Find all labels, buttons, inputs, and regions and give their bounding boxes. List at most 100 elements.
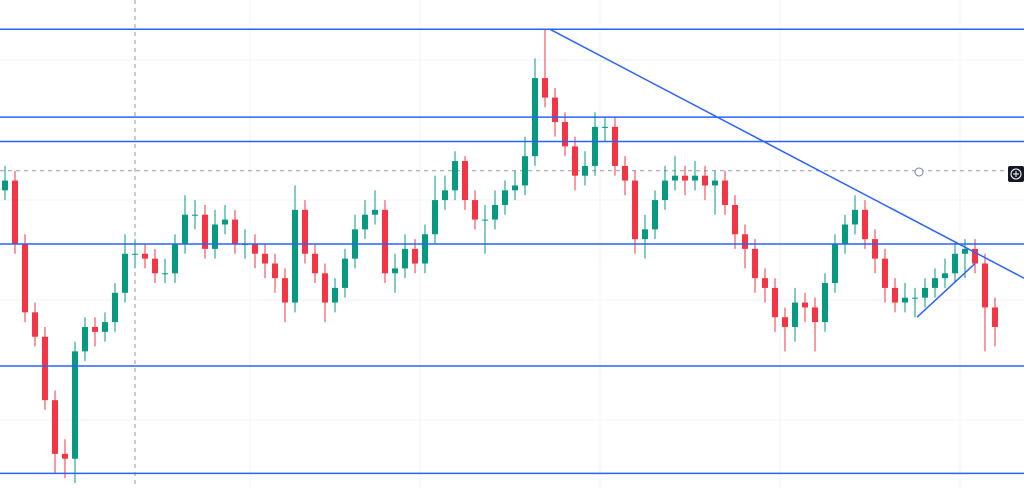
candle-body xyxy=(722,180,728,205)
candle-body xyxy=(42,336,48,401)
candle-body xyxy=(462,161,468,201)
candle-body xyxy=(202,214,208,249)
candle-body xyxy=(702,175,708,186)
candle-body xyxy=(452,161,458,191)
candle-body xyxy=(162,273,168,275)
candle-body xyxy=(632,180,638,240)
candle-body xyxy=(622,165,628,181)
candle-body xyxy=(432,200,438,235)
candle-body xyxy=(982,263,988,308)
candle-body xyxy=(262,253,268,264)
candle-body xyxy=(802,302,808,308)
candle-body xyxy=(662,180,668,201)
candle-body xyxy=(862,209,868,240)
candle-body xyxy=(832,244,838,284)
candle-body xyxy=(52,400,58,454)
candle-body xyxy=(572,146,578,176)
candle-body xyxy=(752,248,758,279)
candle-body xyxy=(442,190,448,201)
candle-body xyxy=(342,258,348,288)
candle-body xyxy=(112,292,118,323)
candle-body xyxy=(582,165,588,176)
candle-body xyxy=(422,234,428,264)
candle-body xyxy=(562,122,568,147)
candle-body xyxy=(872,239,878,259)
candle-body xyxy=(542,78,548,98)
candle-body xyxy=(472,200,478,220)
drag-handle[interactable] xyxy=(914,167,924,177)
candle-body xyxy=(822,283,828,323)
candle-body xyxy=(322,273,328,303)
candle-body xyxy=(612,126,618,166)
candle-body xyxy=(62,453,68,459)
candle-body xyxy=(92,326,98,332)
candle-body xyxy=(402,248,408,269)
candle-body xyxy=(952,253,958,274)
candle-body xyxy=(32,312,38,337)
candle-body xyxy=(502,190,508,205)
candle-body xyxy=(72,351,78,459)
candle-body xyxy=(932,278,938,288)
candle-body xyxy=(792,302,798,327)
candle-body xyxy=(282,278,288,303)
candle-body xyxy=(412,248,418,264)
candle-body xyxy=(142,253,148,259)
candle-body xyxy=(122,253,128,293)
candle-body xyxy=(742,234,748,249)
candle-body xyxy=(12,180,18,244)
candle-body xyxy=(102,322,108,332)
candle-body xyxy=(312,253,318,274)
candle-body xyxy=(222,219,228,225)
candle-body xyxy=(652,200,658,230)
candle-body xyxy=(922,287,928,298)
candle-body xyxy=(362,214,368,230)
candle-body xyxy=(912,297,918,299)
candle-body xyxy=(962,248,968,254)
candle-body xyxy=(392,268,398,274)
candle-body xyxy=(782,317,788,327)
candle-body xyxy=(82,326,88,352)
trend-line xyxy=(916,262,976,318)
candle-body xyxy=(902,297,908,303)
candle-body xyxy=(552,97,558,122)
candle-body xyxy=(842,224,848,244)
candle-body xyxy=(522,156,528,186)
candle-body xyxy=(212,224,218,249)
candle-body xyxy=(712,180,718,186)
candle-body xyxy=(592,126,598,166)
candle-body xyxy=(482,219,488,221)
candle-body xyxy=(892,287,898,303)
candle-body xyxy=(692,175,698,181)
candle-body xyxy=(942,273,948,279)
candle-body xyxy=(382,209,388,274)
candle-body xyxy=(762,278,768,288)
candle-body xyxy=(682,175,688,181)
add-button[interactable] xyxy=(1008,166,1024,182)
candle-body xyxy=(812,307,818,323)
candle-body xyxy=(132,253,138,255)
candle-body xyxy=(192,214,198,216)
candle-body xyxy=(732,204,738,235)
candle-body xyxy=(642,229,648,240)
candle-body xyxy=(372,209,378,215)
candle-body xyxy=(2,180,8,191)
candle-body xyxy=(272,263,278,279)
candle-body xyxy=(772,287,778,318)
candle-body xyxy=(602,126,608,128)
candle-body xyxy=(22,244,28,313)
candle-body xyxy=(992,307,998,327)
candle-body xyxy=(512,185,518,191)
candle-body xyxy=(292,209,298,303)
candle-body xyxy=(182,214,188,244)
candle-body xyxy=(972,248,978,264)
candle-body xyxy=(172,244,178,274)
trend-line xyxy=(549,28,1024,279)
candle-body xyxy=(302,209,308,254)
candle-body xyxy=(852,209,858,225)
candle-body xyxy=(152,258,158,274)
candle-body xyxy=(252,244,258,254)
candle-body xyxy=(492,204,498,220)
